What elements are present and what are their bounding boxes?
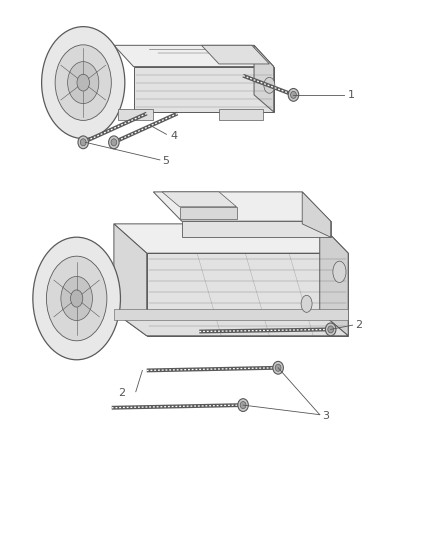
Ellipse shape [71, 290, 83, 307]
Polygon shape [114, 45, 274, 67]
Circle shape [240, 401, 246, 409]
Circle shape [238, 399, 248, 411]
Polygon shape [219, 109, 263, 120]
Circle shape [328, 326, 334, 333]
Text: 4: 4 [170, 131, 177, 141]
Ellipse shape [77, 74, 89, 91]
Ellipse shape [301, 295, 312, 312]
Polygon shape [162, 192, 237, 207]
Circle shape [78, 136, 88, 149]
Ellipse shape [67, 62, 99, 103]
Text: 2: 2 [118, 388, 125, 398]
Circle shape [288, 88, 299, 101]
Ellipse shape [46, 256, 107, 341]
Polygon shape [134, 67, 274, 112]
Text: 3: 3 [322, 411, 329, 421]
Circle shape [325, 323, 336, 336]
Ellipse shape [42, 27, 125, 139]
Polygon shape [302, 192, 331, 237]
Polygon shape [114, 224, 348, 253]
Text: 2: 2 [355, 320, 362, 330]
Polygon shape [320, 224, 348, 336]
Ellipse shape [333, 261, 346, 282]
Circle shape [275, 364, 281, 372]
Polygon shape [114, 224, 147, 336]
Ellipse shape [55, 45, 111, 120]
Polygon shape [180, 207, 237, 219]
Ellipse shape [61, 277, 92, 320]
Polygon shape [147, 253, 348, 336]
Circle shape [80, 139, 86, 146]
Ellipse shape [33, 237, 120, 360]
Polygon shape [114, 309, 348, 320]
Polygon shape [254, 45, 274, 112]
Ellipse shape [264, 77, 275, 93]
Circle shape [273, 361, 283, 374]
Circle shape [111, 139, 117, 146]
Polygon shape [118, 109, 153, 120]
Circle shape [290, 91, 297, 99]
Polygon shape [114, 312, 348, 336]
Polygon shape [153, 192, 331, 221]
Text: 1: 1 [348, 90, 355, 100]
Polygon shape [182, 221, 331, 237]
Circle shape [109, 136, 119, 149]
Text: 5: 5 [162, 157, 169, 166]
Polygon shape [201, 45, 269, 64]
